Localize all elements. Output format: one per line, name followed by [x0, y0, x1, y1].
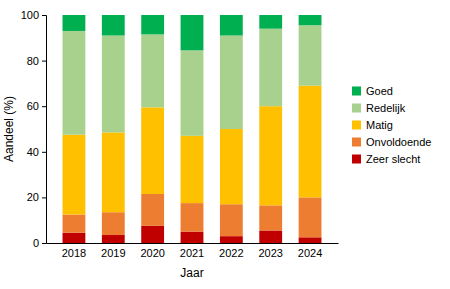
bar-segment	[259, 106, 282, 205]
bar-segment	[299, 86, 322, 198]
bar-segment	[141, 34, 164, 107]
bar-segment	[102, 235, 125, 243]
tick: 2024	[298, 247, 322, 259]
bar-segment	[259, 15, 282, 29]
tick-label: 2019	[101, 247, 125, 259]
legend-label: Zeer slecht	[366, 153, 420, 165]
bar-segment	[259, 230, 282, 243]
bar-segment	[181, 50, 204, 136]
bar-segment	[181, 203, 204, 232]
tick-label: 40	[27, 146, 39, 158]
bar-segment	[141, 15, 164, 34]
tick: 2021	[180, 247, 204, 259]
legend-item: Onvoldoende	[352, 136, 431, 148]
tick-mark	[42, 15, 46, 16]
legend-label: Matig	[366, 119, 393, 131]
legend-swatch	[352, 138, 361, 147]
tick-label: 2024	[298, 247, 322, 259]
tick: 2020	[140, 247, 164, 259]
bar-segment	[102, 36, 125, 133]
tick: 20	[27, 191, 46, 203]
series	[63, 15, 322, 50]
legend-swatch	[352, 121, 361, 130]
axis-line	[47, 243, 339, 244]
bar-segment	[259, 205, 282, 230]
bar-segment	[220, 236, 243, 243]
tick-mark	[42, 197, 46, 198]
plot: 0 20 40 60 80 100 2018 2019 2020 2021 2022 2023 2024	[21, 9, 339, 259]
bar-segment	[181, 136, 204, 203]
chart: 0 20 40 60 80 100 2018 2019 2020 2021 2022 2023 2024…	[0, 0, 450, 289]
bar-segment	[181, 15, 204, 50]
legend-item: Redelijk	[352, 102, 406, 114]
legend-label: Goed	[366, 85, 393, 97]
bar-segment	[299, 237, 322, 243]
bar-segment	[299, 197, 322, 237]
bar-segment	[63, 31, 86, 135]
x-axis-title: Jaar	[180, 266, 203, 280]
bar-segment	[181, 232, 204, 243]
tick-mark	[42, 243, 46, 244]
tick-mark	[42, 61, 46, 62]
tick: 80	[27, 55, 46, 67]
legend-swatch	[352, 104, 361, 113]
bar-segment	[102, 15, 125, 36]
tick: 0	[33, 237, 46, 249]
tick: 60	[27, 100, 46, 112]
bar-segment	[63, 215, 86, 233]
bar-segment	[102, 212, 125, 235]
tick-label: 100	[21, 9, 39, 21]
tick: 2018	[62, 247, 86, 259]
bar-segment	[220, 36, 243, 129]
tick: 2022	[219, 247, 243, 259]
tick-label: 2020	[140, 247, 164, 259]
axis-line	[42, 16, 47, 244]
legend: Goed Redelijk Matig Onvoldoende Zeer slecht	[352, 85, 431, 165]
bar-segment	[63, 135, 86, 215]
legend-item: Goed	[352, 85, 393, 97]
tick-label: 2022	[219, 247, 243, 259]
tick-label: 2023	[258, 247, 282, 259]
bar-segment	[141, 194, 164, 226]
tick-mark	[42, 106, 46, 107]
legend-item: Zeer slecht	[352, 153, 420, 165]
bar-segment	[141, 226, 164, 243]
bar-segment	[299, 25, 322, 85]
tick: 2023	[258, 247, 282, 259]
tick: 2019	[101, 247, 125, 259]
bar-segment	[141, 107, 164, 194]
x-axis: 2018 2019 2020 2021 2022 2023 2024	[47, 244, 339, 259]
tick-mark	[42, 152, 46, 153]
bars	[63, 15, 322, 243]
bar-segment	[102, 132, 125, 212]
tick-label: 2018	[62, 247, 86, 259]
bar-segment	[299, 15, 322, 25]
y-axis-title: Aandeel (%)	[2, 96, 16, 162]
tick-label: 2021	[180, 247, 204, 259]
bar-segment	[220, 204, 243, 236]
tick-label: 80	[27, 55, 39, 67]
tick-label: 60	[27, 100, 39, 112]
bar-segment	[220, 129, 243, 204]
tick: 40	[27, 146, 46, 158]
legend-label: Redelijk	[366, 102, 406, 114]
tick: 100	[21, 9, 46, 21]
y-axis: 0 20 40 60 80 100	[21, 9, 47, 249]
legend-swatch	[352, 87, 361, 96]
legend-item: Matig	[352, 119, 393, 131]
tick-label: 20	[27, 191, 39, 203]
bar-segment	[220, 15, 243, 36]
legend-swatch	[352, 155, 361, 164]
bar-segment	[63, 233, 86, 243]
bar-segment	[63, 15, 86, 31]
bar-segment	[259, 29, 282, 107]
tick-label: 0	[33, 237, 39, 249]
legend-label: Onvoldoende	[366, 136, 431, 148]
